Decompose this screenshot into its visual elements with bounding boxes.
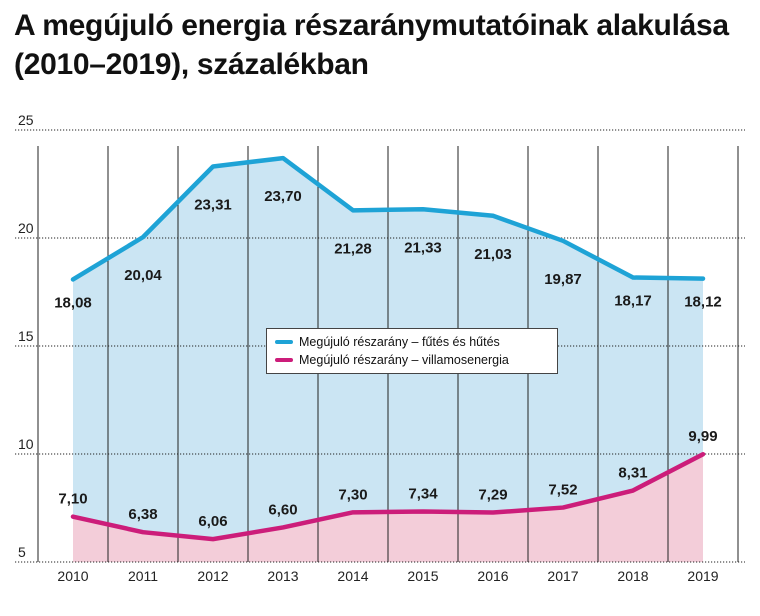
legend-swatch-electricity: [275, 358, 293, 362]
data-label-heating: 21,33: [404, 239, 442, 256]
data-labels: 18,08 20,04 23,31 23,70 21,28 21,33 21,03 19,87…: [54, 188, 722, 530]
data-label-heating: 18,12: [684, 294, 722, 311]
line-heating: [70, 155, 706, 282]
data-label-electricity: 7,29: [478, 487, 507, 504]
data-label-heating: 20,04: [124, 267, 162, 284]
y-tick-label: 20: [18, 220, 34, 236]
x-tick-label: 2010: [57, 568, 88, 584]
legend-label-electricity: Megújuló részarány – villamosenergia: [299, 353, 509, 367]
x-tick-label: 2015: [407, 568, 438, 584]
data-label-electricity: 7,34: [408, 485, 438, 502]
series-lines: [70, 155, 706, 542]
x-tick-label: 2019: [687, 568, 718, 584]
data-label-electricity: 7,30: [338, 486, 367, 503]
legend-item-electricity: Megújuló részarány – villamosenergia: [275, 351, 549, 369]
data-label-electricity: 7,52: [548, 482, 577, 499]
data-label-electricity: 9,99: [688, 428, 717, 445]
y-tick-label: 25: [18, 112, 34, 128]
x-tick-label: 2011: [128, 568, 158, 584]
legend: Megújuló részarány – fűtés és hűtés Megú…: [266, 328, 558, 374]
chart-title: A megújuló energia részaránymutatóinak a…: [14, 9, 729, 81]
data-label-heating: 19,87: [544, 271, 582, 288]
data-label-electricity: 6,60: [268, 501, 297, 518]
x-tick-label: 2014: [337, 568, 368, 584]
data-label-heating: 18,08: [54, 294, 92, 311]
data-label-electricity: 6,06: [198, 513, 227, 530]
data-label-electricity: 7,10: [58, 491, 87, 508]
data-label-electricity: 6,38: [128, 506, 157, 523]
line-electricity: [70, 451, 706, 542]
y-tick-label: 10: [18, 436, 34, 452]
x-tick-label: 2018: [617, 568, 648, 584]
x-tick-label: 2013: [267, 568, 298, 584]
y-tick-label: 15: [18, 328, 34, 344]
y-tick-label: 5: [18, 544, 26, 560]
x-tick-label: 2016: [477, 568, 508, 584]
area-fill-electricity: [73, 454, 703, 562]
data-label-heating: 23,31: [194, 197, 232, 214]
data-label-heating: 18,17: [614, 293, 652, 310]
legend-label-heating: Megújuló részarány – fűtés és hűtés: [299, 335, 500, 349]
legend-swatch-heating: [275, 340, 293, 344]
data-label-heating: 21,03: [474, 246, 512, 263]
x-tick-label: 2012: [197, 568, 228, 584]
x-tick-label: 2017: [547, 568, 578, 584]
legend-item-heating: Megújuló részarány – fűtés és hűtés: [275, 333, 549, 351]
data-label-heating: 23,70: [264, 188, 302, 205]
data-label-electricity: 8,31: [618, 465, 647, 482]
data-label-heating: 21,28: [334, 240, 372, 257]
